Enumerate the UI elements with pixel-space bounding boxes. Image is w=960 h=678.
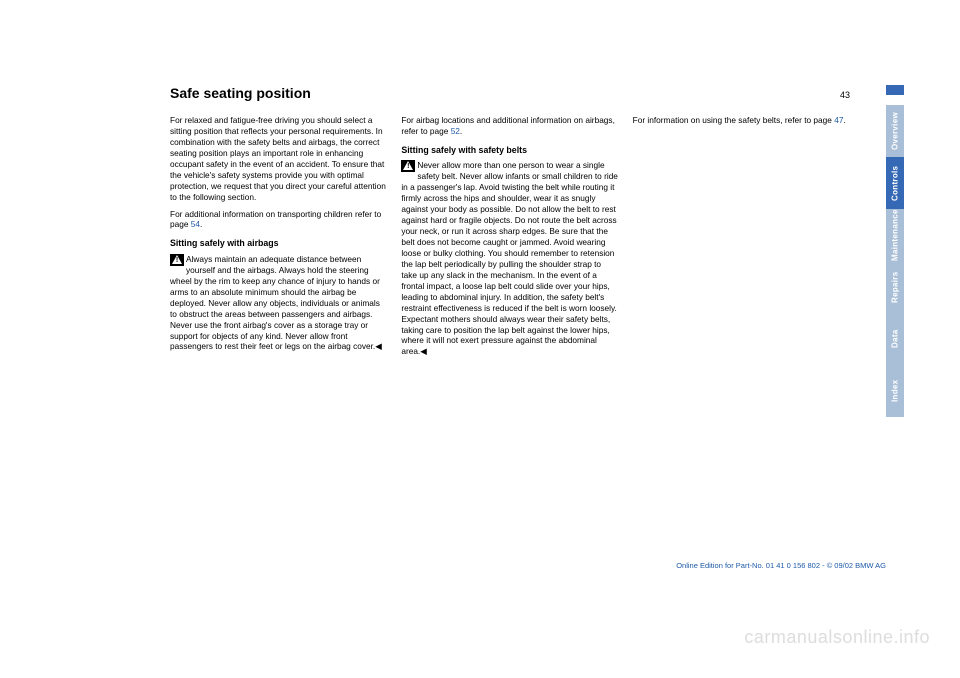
page-link-54[interactable]: 54: [191, 219, 200, 229]
subheading-belts: Sitting safely with safety belts: [401, 145, 618, 157]
tab-controls[interactable]: Controls: [886, 157, 904, 209]
warning-icon: !: [401, 160, 415, 172]
footer-text: Online Edition for Part-No. 01 41 0 156 …: [676, 561, 886, 570]
page-title: Safe seating position: [170, 85, 311, 101]
column-1: For relaxed and fatigue-free driving you…: [170, 115, 387, 363]
header-row: Safe seating position 43: [170, 85, 850, 101]
tab-repairs[interactable]: Repairs: [886, 261, 904, 313]
tab-label: Controls: [891, 165, 900, 200]
belt-info-post: .: [843, 115, 845, 125]
page-number: 43: [840, 90, 850, 100]
watermark: carmanualsonline.info: [744, 627, 930, 648]
belts-body: Never allow more than one person to wear…: [401, 160, 618, 356]
tab-overview[interactable]: Overview: [886, 105, 904, 157]
airbags-paragraph: ! Always maintain an adequate distance b…: [170, 254, 387, 352]
tab-maintenance[interactable]: Maintenance: [886, 209, 904, 261]
belts-paragraph: ! Never allow more than one person to we…: [401, 160, 618, 357]
belt-info-pre: For information on using the safety belt…: [633, 115, 835, 125]
tab-label: Repairs: [891, 271, 900, 302]
tab-label: Data: [891, 330, 900, 349]
children-text-post: .: [200, 219, 202, 229]
text-columns: For relaxed and fatigue-free driving you…: [170, 115, 850, 363]
tab-label: Maintenance: [891, 209, 900, 261]
intro-paragraph: For relaxed and fatigue-free driving you…: [170, 115, 387, 203]
tab-data[interactable]: Data: [886, 313, 904, 365]
page-marker: [886, 85, 904, 95]
airbag-locations-paragraph: For airbag locations and additional info…: [401, 115, 618, 137]
tab-label: Index: [891, 380, 900, 402]
page-link-52[interactable]: 52: [451, 126, 460, 136]
column-3: For information on using the safety belt…: [633, 115, 850, 363]
warning-icon: !: [170, 254, 184, 266]
page-content: Safe seating position 43 For relaxed and…: [170, 85, 850, 363]
children-paragraph: For additional information on transporti…: [170, 209, 387, 231]
belt-info-paragraph: For information on using the safety belt…: [633, 115, 850, 126]
side-tabs: Overview Controls Maintenance Repairs Da…: [886, 105, 904, 417]
tab-index[interactable]: Index: [886, 365, 904, 417]
tab-label: Overview: [891, 112, 900, 150]
subheading-airbags: Sitting safely with airbags: [170, 238, 387, 250]
airbag-loc-pre: For airbag locations and additional info…: [401, 115, 615, 136]
airbags-body: Always maintain an adequate distance bet…: [170, 254, 382, 352]
column-2: For airbag locations and additional info…: [401, 115, 618, 363]
airbag-loc-post: .: [460, 126, 462, 136]
